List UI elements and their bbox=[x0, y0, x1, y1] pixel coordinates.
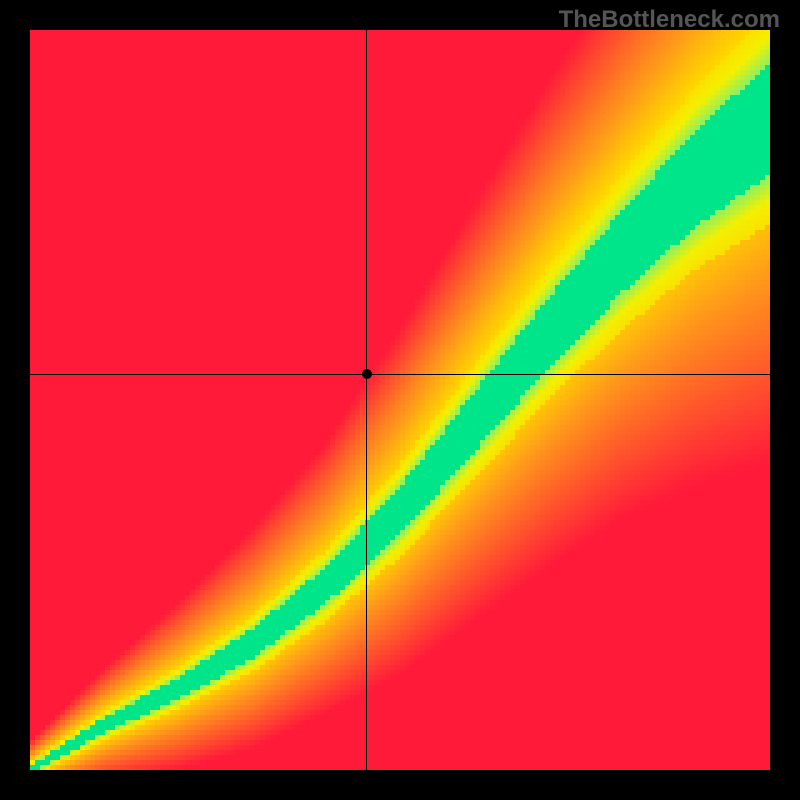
heatmap-canvas bbox=[30, 30, 770, 770]
heatmap-plot bbox=[30, 30, 770, 770]
chart-container: { "watermark": { "text": "TheBottleneck.… bbox=[0, 0, 800, 800]
